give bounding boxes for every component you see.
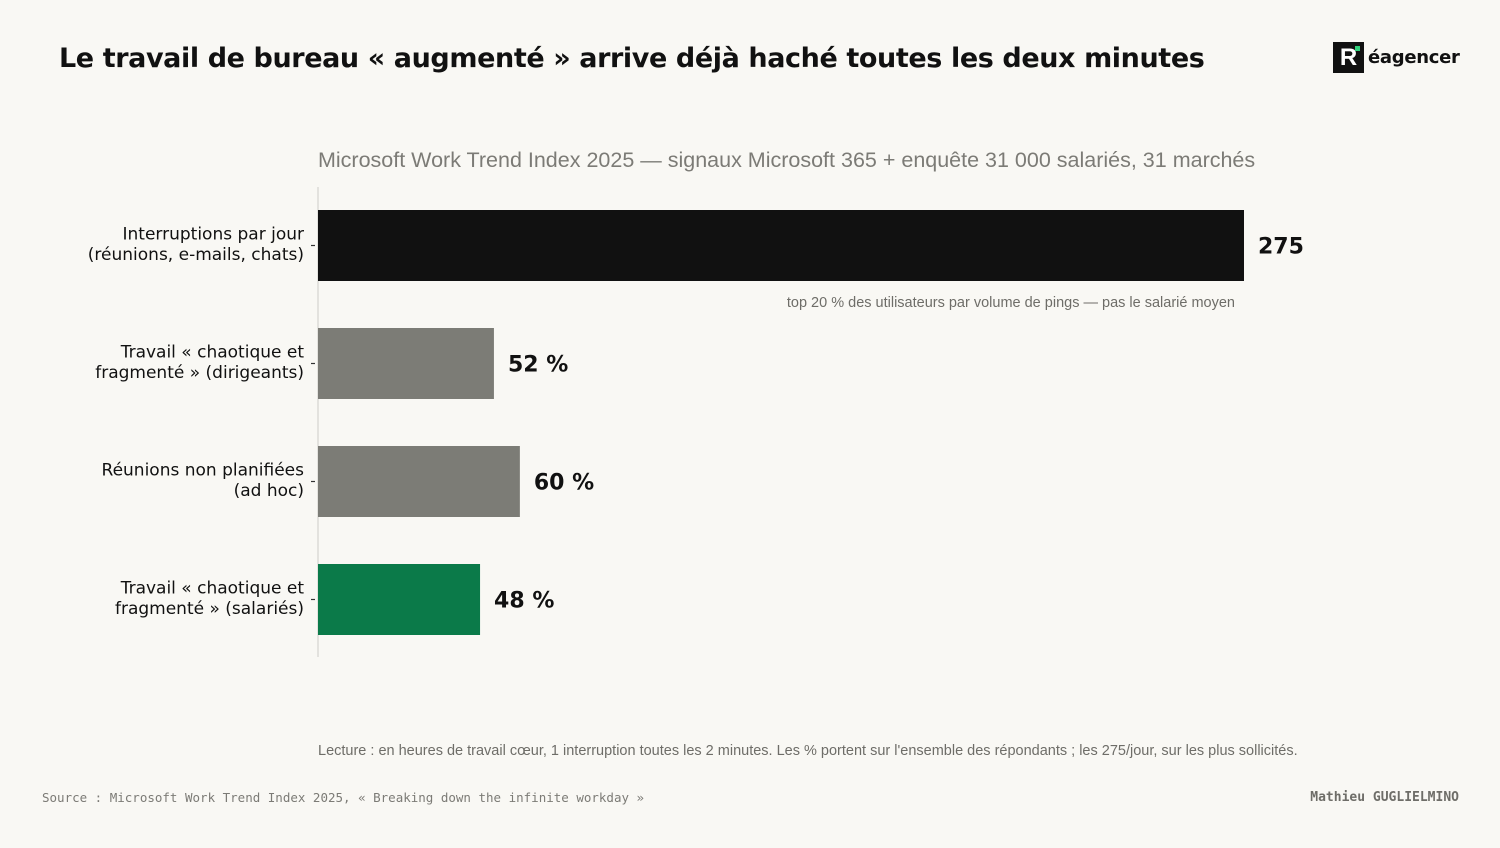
value-label-0: 275 <box>1258 235 1304 260</box>
category-label-line: (ad hoc) <box>234 481 304 501</box>
chart-subtitle: Microsoft Work Trend Index 2025 — signau… <box>318 148 1256 172</box>
category-label-line: Travail « chaotique et <box>120 579 305 599</box>
category-label-3: Travail « chaotique et fragmenté » (salar… <box>115 579 304 620</box>
reading-note: Lecture : en heures de travail cœur, 1 i… <box>318 743 1298 759</box>
source-credit: Source : Microsoft Work Trend Index 2025… <box>42 790 645 805</box>
category-label-line: fragmenté » (salariés) <box>115 599 304 619</box>
category-label-line: (réunions, e-mails, chats) <box>88 245 304 265</box>
category-label-0: Interruptions par jour (réunions, e-mails… <box>88 225 304 266</box>
category-label-line: Réunions non planifiées <box>102 461 305 481</box>
logo-letter: R <box>1339 44 1358 71</box>
brand-logo: R éagencer <box>1333 42 1460 73</box>
category-label-line: Travail « chaotique et <box>120 343 305 363</box>
category-label-line: fragmenté » (dirigeants) <box>95 363 304 383</box>
author-credit: Mathieu GUGLIELMINO <box>1310 790 1459 805</box>
annotation-0: top 20 % des utilisateurs par volume de … <box>787 295 1235 311</box>
bar-2 <box>318 446 520 517</box>
logo-text: éagencer <box>1368 47 1460 68</box>
logo-mark-icon: R <box>1333 42 1364 73</box>
category-label-line: Interruptions par jour <box>123 225 304 245</box>
bar-chart: Interruptions par jour (réunions, e-mails… <box>88 187 1304 657</box>
bar-3 <box>318 564 481 635</box>
value-label-3: 48 % <box>494 589 554 614</box>
value-label-2: 60 % <box>534 471 594 496</box>
bar-0 <box>318 210 1244 281</box>
category-label-2: Réunions non planifiées (ad hoc) <box>102 461 305 502</box>
category-label-1: Travail « chaotique et fragmenté » (dirig… <box>95 343 304 384</box>
bar-1 <box>318 328 494 399</box>
page-title: Le travail de bureau « augmenté » arrive… <box>59 43 1205 74</box>
value-label-1: 52 % <box>508 353 568 378</box>
logo-dot <box>1355 46 1360 51</box>
